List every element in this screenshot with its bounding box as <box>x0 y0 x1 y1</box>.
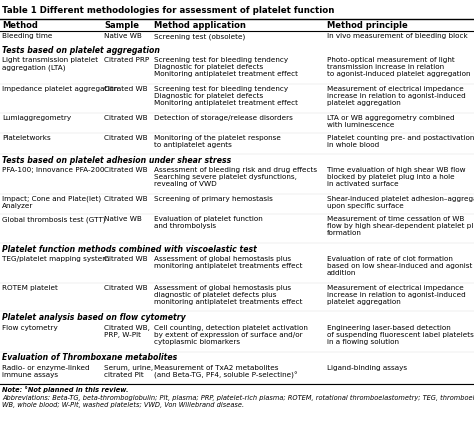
Text: Measurement of time cessation of WB
flow by high shear-dependent platelet plug
f: Measurement of time cessation of WB flow… <box>327 216 474 236</box>
Text: Global thrombosis test (GTT): Global thrombosis test (GTT) <box>2 216 106 223</box>
Text: Platelet analysis based on flow cytometry: Platelet analysis based on flow cytometr… <box>2 313 186 322</box>
Text: Ligand-binding assays: Ligand-binding assays <box>327 365 407 371</box>
Text: Cell counting, detection platelet activation
by extent of expression of surface : Cell counting, detection platelet activa… <box>154 325 308 345</box>
Text: Platelet function methods combined with viscoelastic test: Platelet function methods combined with … <box>2 245 257 254</box>
Text: In vivo measurement of bleeding block: In vivo measurement of bleeding block <box>327 33 467 39</box>
Text: Screening test for bleeding tendency
Diagnostic for platelet defects
Monitoring : Screening test for bleeding tendency Dia… <box>154 57 298 77</box>
Text: TEG/platelet mapping system: TEG/platelet mapping system <box>2 256 109 262</box>
Text: PFA-100; Innovance PFA-200: PFA-100; Innovance PFA-200 <box>2 167 104 173</box>
Text: Assessment of bleeding risk and drug effects
Searching severe platelet dysfuncti: Assessment of bleeding risk and drug eff… <box>154 167 317 187</box>
Text: Native WB: Native WB <box>104 216 142 222</box>
Bar <box>0 19 102 31</box>
Text: Engineering laser-based detection
of suspending fluorescent label platelets
in a: Engineering laser-based detection of sus… <box>327 325 474 345</box>
Text: Measurement of electrical impedance
increase in relation to agonist-induced
plat: Measurement of electrical impedance incr… <box>327 86 465 106</box>
Text: Table 1 Different methodologies for assessment of platelet function: Table 1 Different methodologies for asse… <box>2 6 334 15</box>
Text: Citrated WB: Citrated WB <box>104 167 147 173</box>
Text: Assessment of global hemostasis plus
monitoring antiplatelet treatments effect: Assessment of global hemostasis plus mon… <box>154 256 302 269</box>
Bar <box>152 19 325 31</box>
Text: Evaluation of platelet function
and thrombolysis: Evaluation of platelet function and thro… <box>154 216 263 229</box>
Text: Monitoring of the platelet response
to antiplatelet agents: Monitoring of the platelet response to a… <box>154 135 281 148</box>
Text: Lumiaggregometry: Lumiaggregometry <box>2 114 71 121</box>
Text: Detection of storage/release disorders: Detection of storage/release disorders <box>154 114 292 121</box>
Text: Impact; Cone and Plate(let)
Analyzer: Impact; Cone and Plate(let) Analyzer <box>2 196 101 209</box>
Bar <box>102 19 152 31</box>
Text: Screening test (obsolete): Screening test (obsolete) <box>154 33 245 40</box>
Text: Plateletworks: Plateletworks <box>2 135 51 141</box>
Text: Light transmission platelet
aggregation (LTA): Light transmission platelet aggregation … <box>2 57 98 71</box>
Text: Citrated WB: Citrated WB <box>104 86 147 92</box>
Text: Time evaluation of high shear WB flow
blocked by platelet plug into a hole
in ac: Time evaluation of high shear WB flow bl… <box>327 167 465 187</box>
Text: Citrated WB,
PRP, W-Plt: Citrated WB, PRP, W-Plt <box>104 325 150 338</box>
Text: Photo-optical measurement of light
transmission increase in relation
to agonist-: Photo-optical measurement of light trans… <box>327 57 470 77</box>
Text: Bleeding time: Bleeding time <box>2 33 52 39</box>
Text: Tests based on platelet adhesion under shear stress: Tests based on platelet adhesion under s… <box>2 156 231 164</box>
Text: Citrated PRP: Citrated PRP <box>104 57 149 63</box>
Text: Screening of primary hemostasis: Screening of primary hemostasis <box>154 196 273 201</box>
Text: Serum, urine,
citrated Plt: Serum, urine, citrated Plt <box>104 365 153 378</box>
Text: Measurement of electrical impedance
increase in relation to agonist-induced
plat: Measurement of electrical impedance incr… <box>327 285 465 305</box>
Text: Evaluation of Thromboxane metabolites: Evaluation of Thromboxane metabolites <box>2 353 177 362</box>
Bar <box>325 19 474 31</box>
Text: Radio- or enzyme-linked
immune assays: Radio- or enzyme-linked immune assays <box>2 365 90 378</box>
Text: Sample: Sample <box>104 20 139 29</box>
Text: Impedance platelet aggregation: Impedance platelet aggregation <box>2 86 118 92</box>
Text: Citrated WB: Citrated WB <box>104 196 147 201</box>
Text: Note: °Not planned in this review.: Note: °Not planned in this review. <box>2 385 128 393</box>
Text: LTA or WB aggregometry combined
with luminescence: LTA or WB aggregometry combined with lum… <box>327 114 454 127</box>
Text: Platelet counting pre- and postactivation
in whole blood: Platelet counting pre- and postactivatio… <box>327 135 474 148</box>
Text: Method: Method <box>2 20 38 29</box>
Text: Citrated WB: Citrated WB <box>104 256 147 262</box>
Text: Citrated WB: Citrated WB <box>104 135 147 141</box>
Text: Citrated WB: Citrated WB <box>104 114 147 121</box>
Text: Method application: Method application <box>154 20 246 29</box>
Text: Assessment of global hemostasis plus
diagnostic of platelet defects plus
monitor: Assessment of global hemostasis plus dia… <box>154 285 302 305</box>
Text: Method principle: Method principle <box>327 20 408 29</box>
Text: Measurement of TxA2 metabolites
(and Beta-TG, PF4, soluble P-selectine)°: Measurement of TxA2 metabolites (and Bet… <box>154 365 297 379</box>
Text: Shear-induced platelet adhesion–aggregation
upon specific surface: Shear-induced platelet adhesion–aggregat… <box>327 196 474 209</box>
Text: Tests based on platelet aggregation: Tests based on platelet aggregation <box>2 46 160 55</box>
Text: Abbreviations: Beta-TG, beta-thromboglobulin; Plt, plasma; PRP, platelet-rich pl: Abbreviations: Beta-TG, beta-thromboglob… <box>2 395 474 408</box>
Text: Citrated WB: Citrated WB <box>104 285 147 291</box>
Text: Flow cytometry: Flow cytometry <box>2 325 58 331</box>
Text: Screening test for bleeding tendency
Diagnostic for platelet defects
Monitoring : Screening test for bleeding tendency Dia… <box>154 86 298 106</box>
Text: Evaluation of rate of clot formation
based on low shear-induced and agonist
addi: Evaluation of rate of clot formation bas… <box>327 256 472 276</box>
Text: ROTEM platelet: ROTEM platelet <box>2 285 58 291</box>
Text: Native WB: Native WB <box>104 33 142 39</box>
